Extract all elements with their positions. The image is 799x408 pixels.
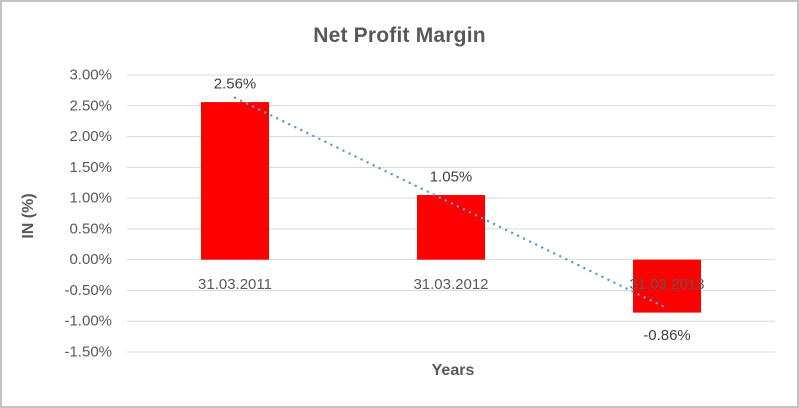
y-tick-label: 3.00% [69,67,112,84]
bar-value-label: -0.86% [643,327,691,344]
bar-value-label: 2.56% [214,76,257,93]
y-tick-label: -1.50% [64,344,112,361]
category-label: 31.03.2012 [413,276,488,293]
y-tick-label: 2.00% [69,128,112,145]
x-axis-title: Years [431,362,475,379]
y-tick-label: -0.50% [64,282,112,299]
y-tick-label: 1.00% [69,190,112,207]
y-tick-label: -1.00% [64,313,112,330]
bar-value-label: 1.05% [430,169,473,186]
category-label: 31.03.2013 [629,276,704,293]
bar [201,102,269,260]
bar [633,259,701,313]
chart-title: Net Profit Margin [313,24,486,47]
y-tick-label: 0.00% [69,251,112,268]
trendline [233,96,669,310]
y-tick-label: 1.50% [69,159,112,176]
y-tick-label: 0.50% [69,220,112,237]
bar [417,195,485,260]
y-tick-label: 2.50% [69,97,112,114]
category-label: 31.03.2011 [198,276,272,293]
